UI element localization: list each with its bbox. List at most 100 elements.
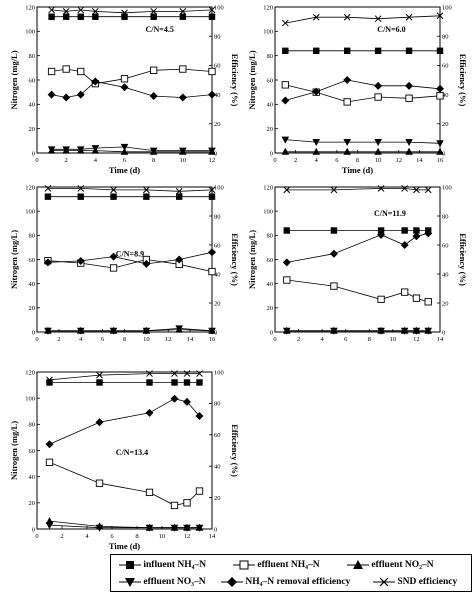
data-point [183, 499, 191, 507]
data-point [77, 6, 85, 14]
y2-tick-label: 80 [214, 213, 221, 220]
x-tick-label: 12 [396, 157, 403, 164]
series-influent_nh4 [48, 13, 216, 20]
data-point [170, 524, 179, 532]
series-snd_eff [46, 370, 203, 384]
data-point [150, 66, 158, 74]
series-influent_nh4 [283, 227, 432, 234]
data-point [405, 81, 414, 90]
data-point [76, 146, 85, 154]
data-point [150, 8, 158, 15]
y2-tick-label: 20 [442, 300, 449, 307]
y-tick-label: 80 [29, 233, 36, 240]
data-point [62, 65, 70, 73]
data-point [281, 81, 289, 89]
y2-tick-label: 0 [442, 329, 445, 336]
series-line [49, 398, 200, 445]
y2-tick-label: 0 [214, 150, 217, 157]
data-point [121, 9, 128, 17]
series-effluent_nh4 [44, 255, 216, 276]
y2-tick-label: 60 [442, 63, 449, 70]
x-tick-label: 6 [101, 336, 105, 343]
y2-tick-label: 100 [214, 184, 224, 191]
series-line [49, 461, 200, 506]
data-point [121, 13, 128, 20]
y2-tick-label: 0 [214, 329, 217, 336]
data-point [149, 147, 158, 155]
cn-ratio-annotation: C/N=11.9 [374, 209, 406, 218]
x-tick-label: 6 [123, 157, 127, 164]
series-line [51, 146, 212, 152]
data-point [195, 487, 204, 495]
y2-axis-title: Efficiency (%) [458, 233, 468, 286]
series-effluent_nh4 [47, 65, 216, 88]
data-point [329, 249, 338, 258]
data-point [282, 47, 289, 54]
data-point [77, 13, 84, 20]
y-tick-label: 60 [267, 77, 274, 84]
series-effluent_no2 [44, 325, 216, 334]
data-point [312, 139, 321, 147]
y-axis-title: Nitrogen (mg/L) [247, 230, 257, 289]
chart-panel-5: 0 2 4 6 8 10 12 14020406080100120020406080100Ni… [9, 369, 240, 551]
data-point [183, 524, 191, 532]
series-line [49, 373, 200, 381]
series-influent_nh4 [44, 193, 216, 200]
y-axis-title: Nitrogen (mg/L) [9, 421, 19, 480]
series-line [47, 187, 213, 192]
data-point [43, 258, 52, 267]
y2-tick-label: 100 [214, 369, 224, 376]
x-tick-label: 12 [209, 157, 216, 164]
x-tick-label: 0 [35, 336, 38, 343]
data-point [45, 522, 54, 530]
data-point [343, 13, 351, 21]
legend-marker-cross-icon [373, 577, 395, 587]
data-point [171, 379, 178, 386]
x-tick-label: 4 [94, 157, 98, 164]
y2-tick-label: 60 [214, 63, 221, 70]
x-tick-label: 10 [375, 157, 382, 164]
data-point [424, 298, 432, 306]
y2-tick-label: 40 [442, 92, 449, 99]
data-point [412, 294, 421, 302]
x-tick-label: 2 [297, 336, 300, 343]
x-tick-label: 12 [165, 336, 172, 343]
data-point [142, 259, 151, 268]
y2-tick-label: 100 [442, 4, 452, 11]
y2-tick-label: 20 [214, 495, 221, 502]
data-point [412, 327, 421, 335]
data-point [281, 19, 289, 27]
data-point [436, 12, 444, 20]
legend-marker-triangle-up-icon [347, 560, 369, 569]
data-point [45, 458, 54, 466]
data-point [44, 193, 52, 200]
y-axis-title: Nitrogen (mg/L) [9, 230, 19, 289]
data-point [171, 370, 178, 377]
data-point [175, 193, 183, 200]
data-point [283, 186, 291, 194]
y2-tick-label: 60 [442, 242, 449, 249]
x-tick-label: 14 [209, 533, 216, 540]
series-effluent_no3 [47, 143, 216, 155]
data-point [374, 93, 382, 101]
legend-label: effluent NO₃–N [143, 577, 206, 587]
x-tick-label: 4 [79, 336, 83, 343]
data-point [208, 90, 216, 99]
legend: influent NH₄–N effluent NH₄–N effluent N… [110, 554, 472, 592]
legend-marker-square-open-icon [233, 560, 255, 570]
x-tick-label: 6 [110, 533, 114, 540]
data-point [400, 327, 409, 335]
data-point [109, 327, 118, 335]
y2-tick-label: 0 [442, 150, 445, 157]
x-tick-label: 10 [159, 533, 166, 540]
data-point [91, 145, 100, 153]
data-point [183, 397, 191, 406]
data-point [405, 47, 413, 54]
y-tick-label: 60 [29, 77, 36, 84]
legend-item-effluent-no2: effluent NO₂–N [347, 559, 434, 571]
x-tick-label: 0 [35, 157, 38, 164]
legend-label: SND efficiency [397, 577, 458, 587]
data-point [330, 227, 338, 234]
data-point [145, 488, 154, 497]
series-snd_eff [48, 6, 216, 17]
